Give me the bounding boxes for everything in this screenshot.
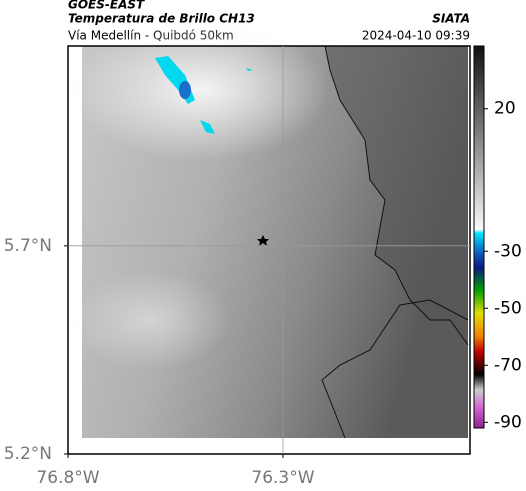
imagery [70,20,469,439]
y-tick-label: 5.7°N [4,236,52,256]
colorbar-label: -90 [494,412,522,432]
colorbar-label: -50 [494,298,522,318]
source: SIATA [432,12,470,26]
colorbar-label: 20 [494,99,516,119]
x-tick-label: 76.8°W [36,468,99,488]
colorbar-label: -70 [494,355,522,375]
colorbar-label: -30 [494,241,522,261]
datetime: 2024-04-10 09:39 [362,29,470,43]
title: GOES-EAST [68,0,145,12]
x-tick-label: 76.3°W [251,468,314,488]
colorbar [473,45,485,429]
y-tick-label: 5.2°N [4,444,52,464]
frame [67,45,471,455]
